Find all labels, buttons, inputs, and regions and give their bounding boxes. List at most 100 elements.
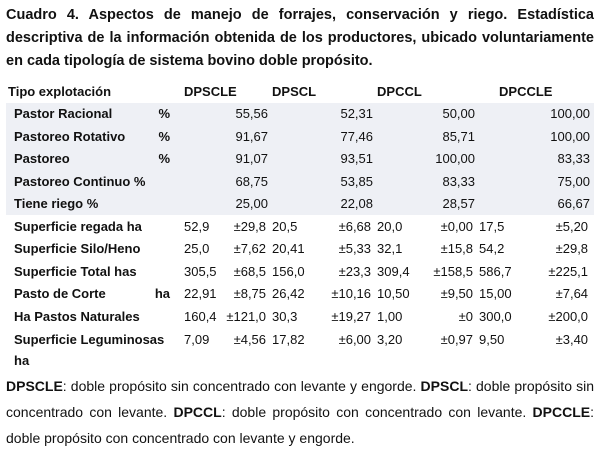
value-cell: 83,33	[479, 147, 595, 170]
sd-cell: ±7,62	[233, 241, 267, 257]
value-cell: 77,46	[272, 125, 378, 148]
mean-cell: 3,20	[377, 331, 403, 347]
mean-cell: 17,82	[272, 331, 305, 347]
row-label: Pastoreo Rotativo%	[6, 125, 184, 148]
table-row: Superficie Total has 305,5 ±68,5 156,0 ±23,3…	[6, 260, 594, 283]
mean-cell: 20,5	[272, 218, 298, 234]
header-dpccl: DPCCL	[377, 83, 422, 99]
mean-cell: 160,4	[184, 308, 217, 324]
sd-cell: ±225,1	[548, 263, 589, 279]
sd-cell: ±29,8	[233, 218, 267, 234]
row-label: Ha Pastos Naturales	[6, 305, 184, 328]
mean-cell: 1,00	[377, 308, 403, 324]
sd-cell: ±8,75	[233, 286, 267, 302]
sd-cell: ±23,3	[338, 263, 372, 279]
mean-cell: 309,4	[377, 263, 410, 279]
table-row: Pastor Racional% 55,56 52,31 50,00 100,00	[6, 102, 595, 125]
sd-cell: ±29,8	[555, 241, 589, 257]
mean-cell: 156,0	[272, 263, 305, 279]
row-label: Superficie Total has	[6, 260, 184, 283]
value-cell: 100,00	[479, 125, 595, 148]
sd-cell: ±10,16	[331, 286, 372, 302]
mean-cell: 26,42	[272, 286, 305, 302]
table-row: Pastoreo% 91,07 93,51 100,00 83,33	[6, 147, 595, 170]
row-label-text: Superficie Leguminosas	[14, 331, 165, 347]
value-cell: 53,85	[272, 170, 378, 193]
row-label: Pasto de Corte ha	[6, 283, 184, 306]
mean-cell: 30,3	[272, 308, 298, 324]
table-row: Pastoreo Rotativo% 91,67 77,46 85,71 100,00	[6, 125, 595, 148]
mean-cell: 300,0	[479, 308, 512, 324]
value-cell: 93,51	[272, 147, 378, 170]
row-label-text: Pasto de Corte	[14, 286, 106, 302]
mean-cell: 17,5	[479, 218, 505, 234]
row-label-text: Pastoreo Continuo %	[14, 173, 146, 189]
header-dpscle: DPSCLE	[184, 83, 237, 99]
sd-cell: ±6,00	[338, 331, 372, 347]
row-label: Superficie regada ha	[6, 215, 184, 238]
mean-cell: 25,0	[184, 241, 210, 257]
row-label-text: Ha Pastos Naturales	[14, 308, 140, 324]
header-row: Tipo explotación DPSCLE DPSCL DPCCL DPCC…	[6, 80, 594, 103]
row-label-text: Tiene riego %	[14, 196, 99, 212]
value-cell: 52,31	[272, 102, 378, 125]
mean-cell: 52,9	[184, 218, 210, 234]
legend-text: : doble propósito con concentrado con le…	[6, 404, 594, 446]
row-label: Pastoreo%	[6, 147, 184, 170]
row-label-text: Superficie Silo/Heno	[14, 241, 141, 257]
sd-cell: ±3,40	[555, 331, 589, 347]
value-cell: 85,71	[377, 125, 480, 148]
header-dpscl: DPSCL	[272, 83, 317, 99]
row-label: Tiene riego %	[6, 192, 184, 215]
row-label: Superficie Leguminosas ha	[6, 328, 184, 368]
table-row: Superficie Leguminosas ha 7,09 ±4,56 17,82 ±6…	[6, 328, 594, 368]
row-label-text: Pastor Racional	[14, 106, 113, 122]
mean-cell: 15,00	[479, 286, 512, 302]
value-cell: 66,67	[479, 192, 595, 215]
mean-cell: 305,5	[184, 263, 217, 279]
sd-cell: ±15,8	[440, 241, 474, 257]
value-cell: 55,56	[184, 102, 273, 125]
legend-code: DPCCL	[173, 404, 222, 420]
data-table: Tipo explotación DPSCLE DPSCL DPCCL DPCC…	[6, 80, 595, 368]
mean-cell: 20,0	[377, 218, 403, 234]
row-label: Pastor Racional%	[6, 102, 184, 125]
table-row: Pastoreo Continuo % 68,75 53,85 83,33 75,00	[6, 170, 595, 193]
value-cell: 68,75	[184, 170, 273, 193]
mean-cell: 9,50	[479, 331, 505, 347]
table-caption: Cuadro 4. Aspectos de manejo de forrajes…	[6, 7, 594, 69]
sd-cell: ±4,56	[233, 331, 267, 347]
sd-cell: ±0,00	[440, 218, 474, 234]
row-label-text: Pastoreo	[14, 151, 70, 167]
header-dpccle: DPCCLE	[499, 83, 553, 99]
row-label-line2: ha	[14, 352, 30, 368]
value-cell: 75,00	[479, 170, 595, 193]
row-label: Pastoreo Continuo %	[6, 170, 184, 193]
sd-cell: ±121,0	[226, 308, 267, 324]
mean-cell: 20,41	[272, 241, 305, 257]
row-unit: %	[158, 128, 170, 144]
value-cell: 25,00	[184, 192, 273, 215]
sd-cell: ±158,5	[433, 263, 474, 279]
legend: DPSCLE: doble propósito sin concentrado …	[6, 373, 594, 451]
row-label-text: Superficie Total has	[14, 263, 137, 279]
mean-cell: 54,2	[479, 241, 505, 257]
table-row: Pasto de Corte ha 22,91 ±8,75 26,42 ±10,16 10,…	[6, 283, 594, 306]
table-row: Tiene riego % 25,00 22,08 28,57 66,67	[6, 192, 595, 215]
sd-cell: ±9,50	[440, 286, 474, 302]
row-label-text: Superficie regada ha	[14, 218, 142, 234]
sd-cell: ±19,27	[331, 308, 372, 324]
value-cell: 50,00	[377, 102, 480, 125]
table-row: Ha Pastos Naturales 160,4 ±121,0 30,3 ±19,27…	[6, 305, 594, 328]
value-cell: 100,00	[479, 102, 595, 125]
legend-code: DPSCLE	[6, 378, 63, 394]
row-unit: %	[158, 151, 170, 167]
legend-text: : doble propósito sin concentrado con le…	[62, 378, 421, 394]
value-cell: 83,33	[377, 170, 480, 193]
row-unit: %	[158, 106, 170, 122]
sd-cell: ±6,68	[338, 218, 372, 234]
mean-cell: 32,1	[377, 241, 403, 257]
sd-cell: ±0,97	[440, 331, 474, 347]
row-label-text: Pastoreo Rotativo	[14, 128, 126, 144]
